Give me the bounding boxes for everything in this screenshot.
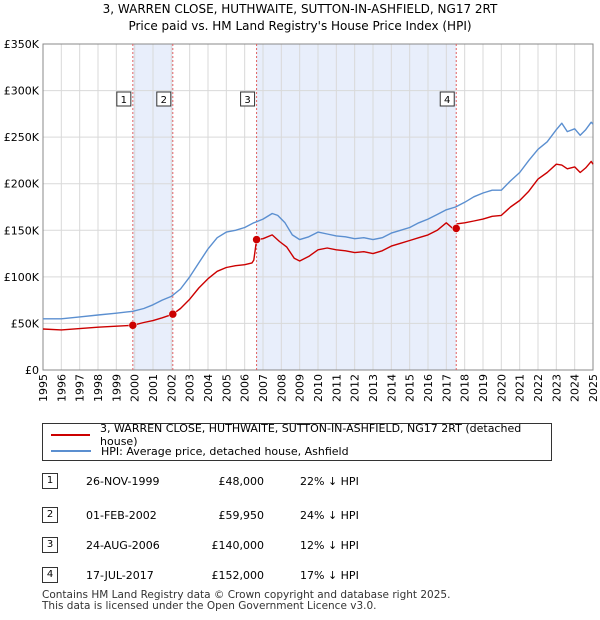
sale-marker-box (439, 91, 455, 107)
sale-date: 17-JUL-2017 (86, 569, 154, 582)
x-tick-label: 2021 (514, 374, 527, 402)
x-tick-label: 2024 (569, 374, 582, 402)
table-row: 2 01-FEB-2002 £59,950 24% ↓ HPI (42, 507, 582, 527)
sale-price: £59,950 (218, 509, 265, 522)
y-tick-label: £0 (25, 364, 39, 377)
x-tick-label: 1995 (37, 374, 50, 402)
x-tick-label: 1996 (55, 374, 68, 402)
sale-point (128, 321, 138, 330)
sale-hpi-diff: 12% ↓ HPI (300, 539, 359, 552)
chart-legend: 3, WARREN CLOSE, HUTHWAITE, SUTTON-IN-AS… (42, 422, 552, 461)
x-tick-label: 2000 (129, 374, 142, 402)
x-tick-label: 2002 (165, 374, 178, 402)
sale-price: £152,000 (211, 569, 265, 582)
legend-item-property: 3, WARREN CLOSE, HUTHWAITE, SUTTON-IN-AS… (51, 422, 551, 448)
x-tick-label: 2020 (495, 374, 508, 402)
sale-hpi-diff: 17% ↓ HPI (300, 569, 359, 582)
legend-label-property: 3, WARREN CLOSE, HUTHWAITE, SUTTON-IN-AS… (100, 422, 522, 448)
x-tick-label: 1998 (92, 374, 105, 402)
price-chart: 3, WARREN CLOSE, HUTHWAITE, SUTTON-IN-AS… (4, 2, 600, 402)
y-tick-label: £350K (4, 38, 40, 51)
legend-item-hpi: HPI: Average price, detached house, Ashf… (51, 443, 349, 459)
sale-marker-box (156, 91, 172, 107)
legend-label-hpi: HPI: Average price, detached house, Ashf… (101, 444, 349, 458)
chart-subtitle: Price paid vs. HM Land Registry's House … (128, 19, 471, 33)
y-tick-label: £150K (4, 224, 40, 237)
sale-marker-box (116, 91, 132, 107)
table-row: 3 24-AUG-2006 £140,000 12% ↓ HPI (42, 537, 582, 557)
sale-marker-label: 2 (161, 95, 167, 106)
footer-licence: This data is licensed under the Open Gov… (42, 600, 377, 612)
x-tick-label: 1997 (74, 374, 87, 402)
x-tick-label: 2003 (184, 374, 197, 402)
footer-copyright: Contains HM Land Registry data © Crown c… (42, 589, 451, 601)
table-row: 1 26-NOV-1999 £48,000 22% ↓ HPI (42, 473, 582, 493)
x-tick-label: 2022 (532, 374, 545, 402)
sale-marker-label: 4 (444, 95, 450, 106)
sale-point (451, 224, 461, 233)
x-tick-label: 2006 (239, 374, 252, 402)
x-tick-label: 2009 (294, 374, 307, 402)
sale-point (168, 309, 178, 319)
sale-price: £140,000 (211, 539, 265, 552)
sale-marker-box (240, 91, 256, 107)
sale-marker: 4 (42, 567, 58, 583)
x-tick-label: 2014 (385, 374, 398, 402)
y-tick-label: £100K (4, 271, 40, 284)
legend-line-property (51, 434, 91, 436)
x-tick-label: 2001 (147, 374, 160, 402)
x-tick-label: 2005 (220, 374, 233, 402)
property-price-line (42, 160, 594, 331)
sale-hpi-diff: 22% ↓ HPI (300, 475, 359, 488)
chart-title: 3, WARREN CLOSE, HUTHWAITE, SUTTON-IN-AS… (103, 2, 498, 16)
y-tick-label: £50K (11, 317, 40, 330)
sale-hpi-diff: 24% ↓ HPI (300, 509, 359, 522)
x-tick-label: 2012 (349, 374, 362, 402)
sale-marker-label: 3 (244, 95, 250, 106)
x-tick-label: 2018 (459, 374, 472, 402)
x-tick-label: 2025 (587, 374, 600, 402)
x-tick-label: 1999 (110, 374, 123, 402)
x-tick-label: 2010 (312, 374, 325, 402)
x-tick-label: 2023 (550, 374, 563, 402)
x-tick-label: 2019 (477, 374, 490, 402)
sale-marker: 1 (42, 473, 58, 489)
x-tick-label: 2011 (330, 374, 343, 402)
y-tick-label: £250K (4, 131, 40, 144)
y-tick-label: £200K (4, 178, 40, 191)
plot-frame (42, 43, 594, 371)
table-row: 4 17-JUL-2017 £152,000 17% ↓ HPI (42, 567, 582, 587)
y-tick-label: £300K (4, 85, 40, 98)
hpi-line (43, 121, 594, 320)
x-tick-label: 2016 (422, 374, 435, 402)
sale-point (252, 235, 261, 244)
sale-price: £48,000 (218, 475, 265, 488)
sale-marker-label: 1 (121, 95, 127, 106)
sale-date: 01-FEB-2002 (86, 509, 157, 522)
sale-marker: 3 (42, 537, 58, 553)
x-tick-label: 2008 (275, 374, 288, 402)
x-tick-label: 2013 (367, 374, 380, 402)
x-tick-label: 2015 (404, 374, 417, 402)
legend-line-hpi (51, 450, 91, 452)
sale-marker: 2 (42, 507, 58, 523)
x-tick-label: 2017 (440, 374, 453, 402)
x-tick-label: 2004 (202, 374, 215, 402)
x-tick-label: 2007 (257, 374, 270, 402)
sale-date: 26-NOV-1999 (86, 475, 160, 488)
sale-period-shading (256, 44, 457, 370)
sale-date: 24-AUG-2006 (86, 539, 160, 552)
footer-notice: Contains HM Land Registry data © Crown c… (42, 590, 450, 612)
